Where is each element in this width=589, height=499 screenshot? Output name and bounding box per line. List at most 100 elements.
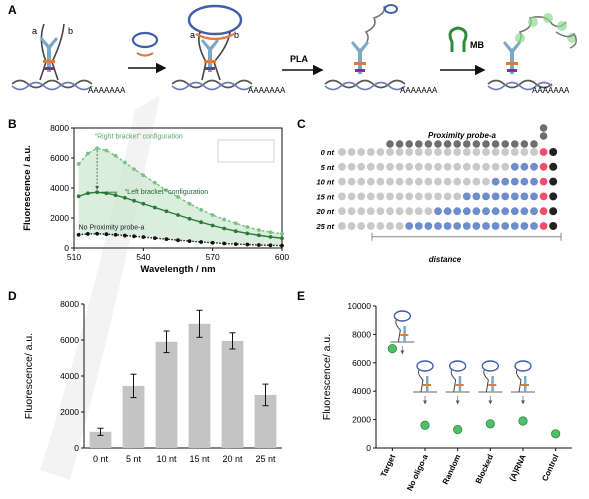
probe-dot (472, 140, 481, 148)
y-tick-label: 2000 (50, 213, 69, 223)
sequence-dot (539, 148, 548, 156)
probe-b-label: b (234, 30, 239, 40)
row-label: 25 nt (315, 222, 334, 231)
sequence-dot (462, 162, 471, 171)
y-axis-label: Fluorescence / a.u. (22, 145, 33, 231)
x-axis-label: Wavelength / nm (140, 264, 215, 275)
sequence-dot (357, 222, 366, 230)
data-point (245, 242, 250, 247)
scheme-target (390, 310, 415, 355)
sequence-dot (491, 192, 500, 201)
data-point (233, 229, 238, 234)
bar (89, 431, 112, 448)
x-tick-label: Random (441, 453, 463, 486)
sequence-dot (482, 162, 490, 171)
sequence-dot (357, 177, 366, 186)
data-point (222, 217, 227, 222)
data-point (122, 195, 127, 200)
poly-a-tail: AAAAAAA (248, 86, 286, 95)
sequence-dot (405, 148, 414, 156)
probe-dot (539, 132, 548, 140)
probe-dot (453, 140, 462, 148)
x-tick-label: 600 (275, 252, 289, 262)
end-dot (549, 222, 558, 230)
probe-a-strand (39, 23, 47, 81)
y-tick-label: 2000 (60, 407, 79, 417)
sequence-dot (453, 192, 462, 201)
end-dot (549, 207, 558, 216)
sequence-dot (520, 192, 529, 201)
dna-strand (324, 79, 406, 89)
probe-dot (443, 140, 452, 148)
sequence-dot (510, 192, 519, 201)
data-point (141, 201, 146, 206)
sequence-dot (472, 222, 481, 230)
sequence-dot (366, 177, 375, 186)
data-point (152, 236, 157, 241)
sequence-dot (405, 207, 414, 216)
data-point (233, 242, 238, 247)
antibody-icon (201, 39, 219, 72)
antibody-icon (423, 384, 431, 386)
antibody-icon (351, 41, 369, 74)
y-tick-label: 4000 (352, 386, 371, 396)
probe-dot (405, 140, 414, 148)
data-point (280, 236, 284, 241)
row-label: 20 nt (315, 207, 334, 216)
data-point (141, 173, 146, 178)
sequence-dot (434, 162, 442, 171)
data-point (245, 225, 250, 229)
sequence-dot (395, 207, 404, 216)
sequence-dot (424, 207, 433, 216)
sequence-dot (405, 222, 414, 230)
sequence-dot (357, 148, 366, 156)
sequence-dot (347, 148, 356, 156)
distance-label: distance (429, 255, 462, 264)
sequence-dot (395, 192, 404, 201)
probe-strand (418, 369, 424, 393)
sequence-dot (501, 162, 510, 171)
data-point (199, 240, 204, 244)
probe-dot (395, 140, 404, 148)
poly-a-tail: AAAAAAA (88, 86, 126, 95)
data-point (76, 232, 81, 237)
data-point (76, 194, 81, 199)
data-point (132, 167, 136, 172)
sequence-dot (434, 192, 442, 201)
sequence-dot (539, 192, 548, 201)
sequence-dot (501, 148, 510, 156)
sequence-dot (395, 177, 404, 186)
circle-template (481, 360, 500, 372)
sequence-dot (491, 222, 500, 230)
probe-dot (482, 140, 490, 148)
sequence-dot (491, 177, 500, 186)
annotation-no-proximity: No Proximity probe-a (79, 224, 145, 231)
sequence-dot (510, 177, 519, 186)
probe-dot (463, 140, 471, 148)
antibody-icon (488, 384, 497, 386)
sequence-dot (414, 222, 423, 230)
row-label: 15 nt (316, 192, 334, 201)
scheme-step-3: AAAAAAA (324, 4, 438, 95)
sequence-dot (443, 207, 452, 216)
y-tick-label: 4000 (60, 371, 79, 381)
data-point (95, 231, 100, 236)
sequence-dot (366, 192, 375, 201)
end-dot (549, 162, 558, 171)
data-point (187, 216, 192, 221)
sequence-dot (520, 177, 529, 186)
x-tick-label: 15 nt (189, 454, 210, 464)
data-point (453, 424, 463, 435)
data-point (176, 213, 180, 217)
y-axis-label: Fluorescence/ a.u. (321, 334, 333, 420)
data-point (132, 198, 136, 203)
sequence-dot (434, 222, 442, 230)
scheme-control (445, 360, 470, 405)
sequence-dot (462, 192, 471, 201)
probe-dot (386, 140, 394, 148)
probe-dot (501, 140, 510, 148)
sequence-dot (424, 148, 433, 156)
row-label: 5 nt (321, 163, 335, 172)
dna-strand (11, 81, 93, 91)
